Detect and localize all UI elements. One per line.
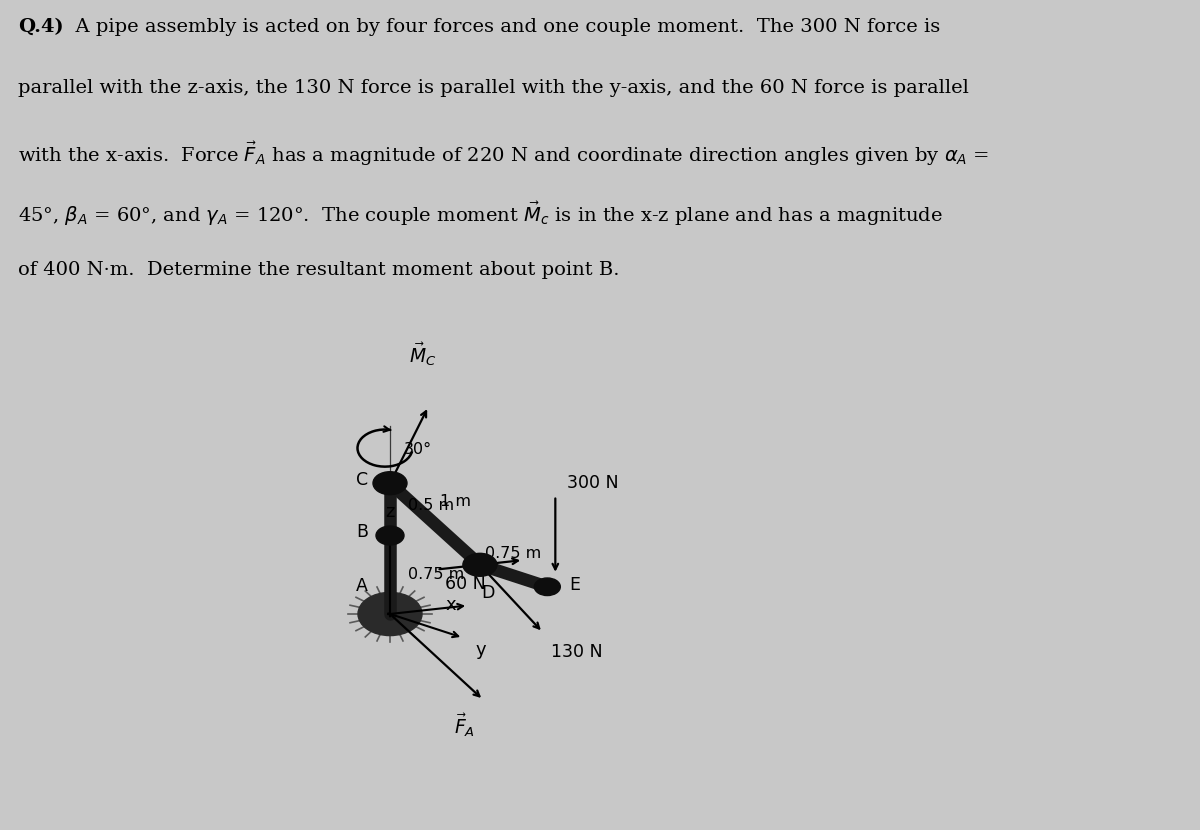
Text: 0.75 m: 0.75 m: [486, 546, 541, 561]
Text: E: E: [569, 576, 581, 593]
Text: x: x: [445, 597, 456, 614]
Text: 0.75 m: 0.75 m: [408, 567, 464, 582]
Text: $\vec{F}_A$: $\vec{F}_A$: [455, 712, 475, 740]
Text: 30°: 30°: [404, 442, 432, 457]
Text: $\vec{M}_C$: $\vec{M}_C$: [409, 340, 437, 369]
Text: z: z: [385, 503, 395, 521]
Text: Q.4): Q.4): [18, 18, 64, 37]
Circle shape: [463, 554, 497, 576]
Text: D: D: [481, 583, 494, 602]
Circle shape: [373, 471, 407, 495]
Text: with the x-axis.  Force $\vec{F}_A$ has a magnitude of 220 N and coordinate dire: with the x-axis. Force $\vec{F}_A$ has a…: [18, 139, 989, 168]
Text: C: C: [356, 471, 368, 489]
Circle shape: [376, 526, 404, 545]
Text: A: A: [356, 577, 368, 595]
Circle shape: [358, 593, 422, 636]
Text: A pipe assembly is acted on by four forces and one couple moment.  The 300 N for: A pipe assembly is acted on by four forc…: [62, 18, 940, 37]
Text: 45°, $\beta_A$ = 60°, and $\gamma_A$ = 120°.  The couple moment $\vec{M}_c$ is i: 45°, $\beta_A$ = 60°, and $\gamma_A$ = 1…: [18, 200, 943, 228]
Text: 0.5 m: 0.5 m: [408, 498, 454, 513]
Text: 60 N: 60 N: [445, 575, 486, 593]
Text: of 400 N·m.  Determine the resultant moment about point B.: of 400 N·m. Determine the resultant mome…: [18, 261, 619, 279]
Text: 300 N: 300 N: [568, 474, 619, 492]
Text: y: y: [475, 641, 486, 659]
Circle shape: [534, 578, 560, 596]
Text: 130 N: 130 N: [551, 642, 602, 661]
Text: 1 m: 1 m: [440, 494, 470, 509]
Text: B: B: [356, 523, 368, 541]
Text: parallel with the z-axis, the 130 N force is parallel with the y-axis, and the 6: parallel with the z-axis, the 130 N forc…: [18, 79, 968, 97]
